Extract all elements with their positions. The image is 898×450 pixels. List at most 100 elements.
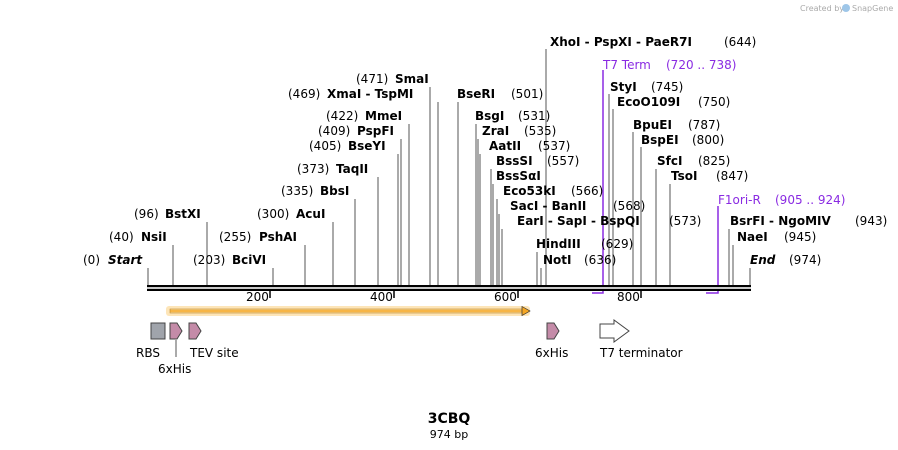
tev-site-arrow-icon[interactable] xyxy=(188,322,202,340)
site-position: (644) xyxy=(724,35,756,49)
site-pshai[interactable]: (255) PshAI xyxy=(219,230,297,244)
site-name: End xyxy=(750,253,776,267)
site-mmei[interactable]: (422) MmeI xyxy=(326,109,402,123)
site-nsii[interactable]: (40) NsiI xyxy=(109,230,167,244)
his-tag-arrow-icon[interactable] xyxy=(546,322,560,340)
site-name: SmaI xyxy=(395,72,429,86)
site-eco53ki[interactable]: Eco53kI (566) xyxy=(503,184,603,198)
site-position: (943) xyxy=(855,214,887,228)
site-aatii[interactable]: AatII (537) xyxy=(489,139,570,153)
ruler: 200 400 600 800 xyxy=(246,290,642,304)
site-position: (750) xyxy=(698,95,730,109)
site-noti[interactable]: NotI (636) xyxy=(543,253,616,267)
site-xhoi-pspxi-paer7i[interactable]: XhoI - PspXI - PaeR7I (644) xyxy=(550,35,756,49)
primer-range: (720 .. 738) xyxy=(666,58,736,72)
site-hindiii[interactable]: HindIII (629) xyxy=(536,237,633,251)
site-bseyi[interactable]: (405) BseYI xyxy=(309,139,386,153)
orf-feature[interactable] xyxy=(166,305,531,317)
site-sfci[interactable]: SfcI (825) xyxy=(657,154,730,168)
site-name: HindIII xyxy=(536,237,581,251)
site-bbsi[interactable]: (335) BbsI xyxy=(281,184,349,198)
ruler-label-800: 800 xyxy=(617,290,640,304)
site-xmai-tspmi[interactable]: (469) XmaI - TspMI xyxy=(288,87,413,101)
site-name: XhoI - PspXI - PaeR7I xyxy=(550,35,692,49)
rbs-box-icon[interactable] xyxy=(150,322,166,340)
site-zrai[interactable]: ZraI (535) xyxy=(482,124,556,138)
site-name: TaqII xyxy=(336,162,368,176)
site-end[interactable]: End (974) xyxy=(750,253,821,267)
feature-label-6xhis-c: 6xHis xyxy=(535,346,568,360)
primer-f1ori-line xyxy=(706,206,719,294)
site-styi[interactable]: StyI (745) xyxy=(610,80,683,94)
site-name: BsrFI - NgoMIV xyxy=(730,214,831,228)
site-position: (471) xyxy=(356,72,388,86)
primer-t7term-line xyxy=(592,70,604,294)
site-bsssai[interactable]: BssSαI xyxy=(496,169,541,183)
site-position: (847) xyxy=(716,169,748,183)
site-smai[interactable]: (471) SmaI xyxy=(356,72,429,86)
site-position: (535) xyxy=(524,124,556,138)
site-labels-left: (0) Start (40) NsiI (96) BstXI (203) BciVI (… xyxy=(83,72,429,267)
site-taqii[interactable]: (373) TaqII xyxy=(297,162,368,176)
primer-name: F1ori-R xyxy=(718,193,761,207)
site-position: (537) xyxy=(538,139,570,153)
ruler-label-400: 400 xyxy=(370,290,393,304)
site-position: (255) xyxy=(219,230,251,244)
site-name: XmaI - TspMI xyxy=(327,87,413,101)
primer-name: T7 Term xyxy=(602,58,651,72)
site-position: (203) xyxy=(193,253,225,267)
feature-label-6xhis: 6xHis xyxy=(158,362,191,376)
his-tag-arrow-icon[interactable] xyxy=(169,322,183,340)
site-acui[interactable]: (300) AcuI xyxy=(257,207,325,221)
site-position: (501) xyxy=(511,87,543,101)
site-position: (568) xyxy=(613,199,645,213)
site-bcivi[interactable]: (203) BciVI xyxy=(193,253,266,267)
site-name: BciVI xyxy=(232,253,266,267)
site-name: EarI - SapI - BspQI xyxy=(517,214,640,228)
construct-length: 974 bp xyxy=(430,428,468,441)
site-bstxi[interactable]: (96) BstXI xyxy=(134,207,201,221)
site-position: (409) xyxy=(318,124,350,138)
sequence-backbone xyxy=(147,285,751,291)
site-bsrfi-ngomiv[interactable]: BsrFI - NgoMIV (943) xyxy=(730,214,887,228)
site-bpuei[interactable]: BpuEI (787) xyxy=(633,118,720,132)
primer-range: (905 .. 924) xyxy=(775,193,845,207)
primer-t7-term[interactable]: T7 Term (720 .. 738) xyxy=(602,58,736,72)
site-name: PspFI xyxy=(357,124,394,138)
credit-prefix: Created by xyxy=(800,4,844,13)
snapgene-credit: Created by SnapGene xyxy=(800,4,893,13)
site-position: (40) xyxy=(109,230,134,244)
orf-body xyxy=(169,308,523,314)
feature-label-tev-site: TEV site xyxy=(189,346,239,360)
site-eari-sapi-bspqi[interactable]: EarI - SapI - BspQI (573) xyxy=(517,214,701,228)
site-bspei[interactable]: BspEI (800) xyxy=(641,133,724,147)
site-tsoi[interactable]: TsoI (847) xyxy=(671,169,748,183)
site-start[interactable]: (0) Start xyxy=(83,253,143,267)
site-name: BssSI xyxy=(496,154,533,168)
site-position: (405) xyxy=(309,139,341,153)
site-position: (800) xyxy=(692,133,724,147)
primer-f1ori-r[interactable]: F1ori-R (905 .. 924) xyxy=(718,193,845,207)
site-naei[interactable]: NaeI (945) xyxy=(737,230,816,244)
t7-terminator-arrow-icon[interactable] xyxy=(599,319,630,343)
site-name: BseRI xyxy=(457,87,495,101)
orf-arrow-icon xyxy=(521,305,531,317)
site-bseri[interactable]: BseRI (501) xyxy=(457,87,543,101)
site-name: SacI - BanII xyxy=(510,199,586,213)
feature-label-t7-terminator: T7 terminator xyxy=(599,346,683,360)
site-saci-banii[interactable]: SacI - BanII (568) xyxy=(510,199,645,213)
site-name: StyI xyxy=(610,80,637,94)
site-name: BstXI xyxy=(165,207,201,221)
primer-labels: T7 Term (720 .. 738) F1ori-R (905 .. 924) xyxy=(602,58,845,207)
site-position: (825) xyxy=(698,154,730,168)
site-pspfi[interactable]: (409) PspFI xyxy=(318,124,394,138)
site-bsssi[interactable]: BssSI (557) xyxy=(496,154,579,168)
backbone-bottom-strand xyxy=(147,289,751,291)
site-ecoo109i[interactable]: EcoO109I (750) xyxy=(617,95,730,109)
site-bsgi[interactable]: BsgI (531) xyxy=(475,109,550,123)
site-name: NotI xyxy=(543,253,572,267)
site-position: (300) xyxy=(257,207,289,221)
backbone-gap xyxy=(147,287,751,289)
snapgene-logo-icon xyxy=(842,4,850,12)
site-name: AatII xyxy=(489,139,521,153)
